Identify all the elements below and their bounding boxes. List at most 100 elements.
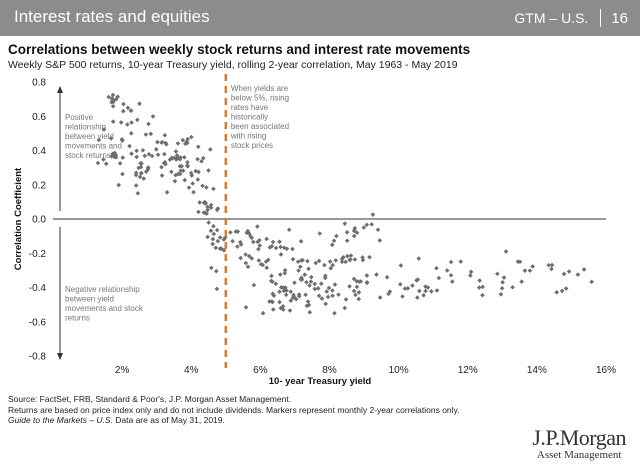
data-point xyxy=(208,205,214,211)
data-point xyxy=(416,256,422,261)
data-point xyxy=(150,114,156,119)
data-point xyxy=(217,235,223,240)
header-divider xyxy=(600,9,602,27)
data-point xyxy=(319,281,324,286)
data-point xyxy=(522,268,528,273)
data-point xyxy=(196,169,201,175)
data-point xyxy=(367,254,372,260)
data-point xyxy=(421,292,426,298)
data-point xyxy=(267,299,272,304)
data-point xyxy=(214,227,220,233)
data-point xyxy=(291,292,296,298)
data-point xyxy=(339,256,345,262)
x-tick-label: 16% xyxy=(596,365,616,376)
data-point xyxy=(307,283,312,288)
section-label: GTM – U.S. xyxy=(514,10,589,26)
data-point xyxy=(549,266,554,272)
data-point xyxy=(129,120,134,125)
data-point xyxy=(202,200,208,206)
data-point xyxy=(146,121,151,127)
data-point xyxy=(480,284,485,290)
data-point xyxy=(243,305,249,310)
data-point xyxy=(313,260,319,266)
data-point xyxy=(180,168,186,174)
data-point xyxy=(143,169,149,174)
data-point xyxy=(228,230,233,235)
data-point xyxy=(323,273,328,279)
data-point xyxy=(139,161,144,166)
data-point xyxy=(127,143,132,149)
data-point xyxy=(175,155,181,161)
arrow-up-icon xyxy=(57,86,63,211)
data-point xyxy=(342,221,348,226)
data-point xyxy=(308,279,314,284)
data-point xyxy=(476,285,482,290)
data-point xyxy=(354,284,360,290)
data-point xyxy=(299,275,304,281)
data-point xyxy=(386,291,391,297)
data-point xyxy=(527,268,533,273)
data-point xyxy=(281,245,287,251)
data-point xyxy=(138,164,144,170)
data-point xyxy=(185,136,190,142)
jpmorgan-logo: J.P.Morgan Asset Management xyxy=(532,427,626,462)
data-point xyxy=(110,103,116,109)
data-point xyxy=(271,293,277,298)
data-point xyxy=(353,292,358,298)
data-point xyxy=(293,296,299,302)
data-point xyxy=(280,304,286,309)
data-point xyxy=(352,225,358,231)
data-point xyxy=(304,279,309,285)
data-point xyxy=(297,264,303,270)
data-point xyxy=(468,269,474,275)
data-point xyxy=(361,225,367,230)
data-point xyxy=(304,303,310,309)
data-point xyxy=(410,283,415,288)
y-tick-label: 0.8 xyxy=(32,78,46,89)
data-point xyxy=(414,278,419,283)
data-point xyxy=(270,291,276,297)
data-point xyxy=(323,301,328,307)
data-point xyxy=(169,169,174,175)
data-point xyxy=(211,186,216,192)
data-point xyxy=(124,122,130,127)
data-point xyxy=(257,237,262,243)
data-point xyxy=(167,157,173,162)
data-point xyxy=(423,288,428,294)
footer-notes: Source: FactSet, FRB, Standard & Poor's,… xyxy=(8,394,488,426)
data-point xyxy=(566,269,572,274)
data-point xyxy=(546,262,552,268)
data-point xyxy=(358,279,364,284)
x-tick-label: 6% xyxy=(253,365,268,376)
data-point xyxy=(500,279,505,285)
data-point xyxy=(444,268,450,273)
data-point xyxy=(159,164,164,170)
data-point xyxy=(202,210,208,216)
data-point xyxy=(255,224,260,229)
data-point xyxy=(334,233,339,239)
page-number: 16 xyxy=(611,9,628,27)
data-point xyxy=(477,278,482,283)
data-point xyxy=(468,273,473,278)
data-point xyxy=(347,257,352,263)
data-point xyxy=(207,147,213,152)
x-axis-label: 10- year Treasury yield xyxy=(269,376,372,387)
data-point xyxy=(515,259,521,264)
data-point xyxy=(322,262,327,268)
data-point xyxy=(120,171,125,177)
data-point xyxy=(209,265,214,271)
data-point xyxy=(162,151,167,157)
header-right: GTM – U.S. 16 xyxy=(514,9,628,27)
data-point xyxy=(327,259,333,264)
data-point xyxy=(137,101,142,106)
scatter-chart: -0.8 -0.6 -0.4 -0.2 0.0 0.2 0.4 0.6 0.8 2% 4% 6% 8%… xyxy=(13,74,616,387)
data-point xyxy=(264,236,269,242)
data-point xyxy=(140,147,146,153)
data-point xyxy=(133,183,139,188)
data-point xyxy=(264,265,270,271)
x-tick-labels: 2% 4% 6% 8% 10% 12% 14% 16% xyxy=(115,365,616,376)
data-point xyxy=(360,257,366,263)
data-point xyxy=(328,265,334,271)
data-point xyxy=(312,281,318,287)
data-point xyxy=(109,99,114,105)
